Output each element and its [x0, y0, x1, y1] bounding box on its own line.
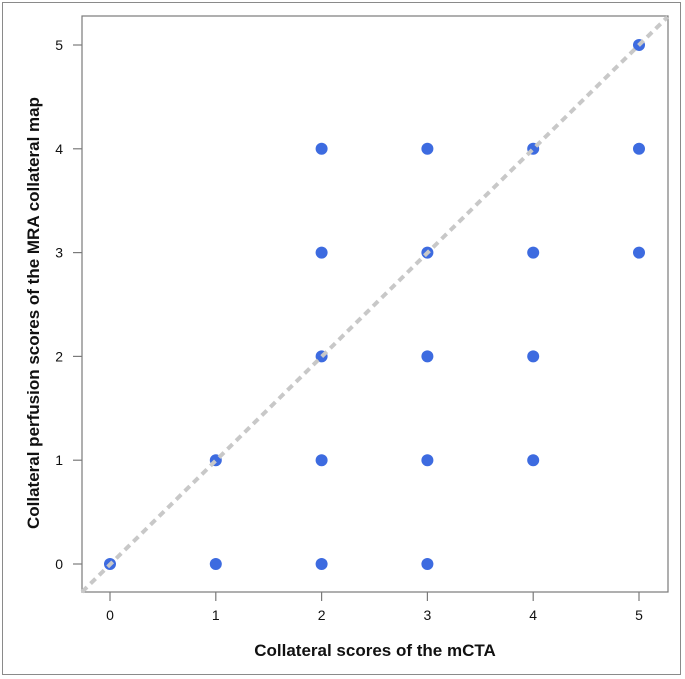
- x-axis: 0 1 2 3 4 5: [106, 592, 643, 623]
- x-axis-title: Collateral scores of the mCTA: [254, 641, 496, 660]
- y-tick-label: 0: [55, 556, 63, 572]
- x-tick-label: 5: [635, 607, 643, 623]
- y-tick-label: 1: [55, 452, 63, 468]
- y-tick-label: 4: [55, 141, 63, 157]
- y-axis-title: Collateral perfusion scores of the MRA c…: [24, 97, 43, 529]
- data-point: [633, 142, 645, 155]
- identity-reference-line: [80, 15, 669, 594]
- data-point: [527, 454, 540, 467]
- data-point: [315, 142, 328, 155]
- x-tick-label: 1: [212, 607, 220, 623]
- y-tick-label: 2: [55, 348, 63, 364]
- y-axis: 0 1 2 3 4 5: [55, 37, 82, 572]
- data-point: [315, 454, 328, 467]
- data-point: [209, 558, 222, 570]
- data-point: [421, 350, 434, 363]
- x-tick-label: 3: [424, 607, 432, 623]
- data-point: [527, 246, 540, 259]
- y-tick-label: 5: [55, 37, 63, 53]
- y-tick-label: 3: [55, 245, 63, 261]
- data-point: [315, 558, 328, 570]
- data-point: [421, 454, 434, 467]
- data-point: [527, 350, 540, 363]
- data-point: [421, 142, 434, 155]
- data-point: [315, 246, 328, 259]
- data-point: [633, 246, 645, 259]
- data-point: [421, 558, 434, 570]
- x-tick-label: 4: [529, 607, 537, 623]
- x-tick-label: 0: [106, 607, 114, 623]
- x-tick-label: 2: [318, 607, 326, 623]
